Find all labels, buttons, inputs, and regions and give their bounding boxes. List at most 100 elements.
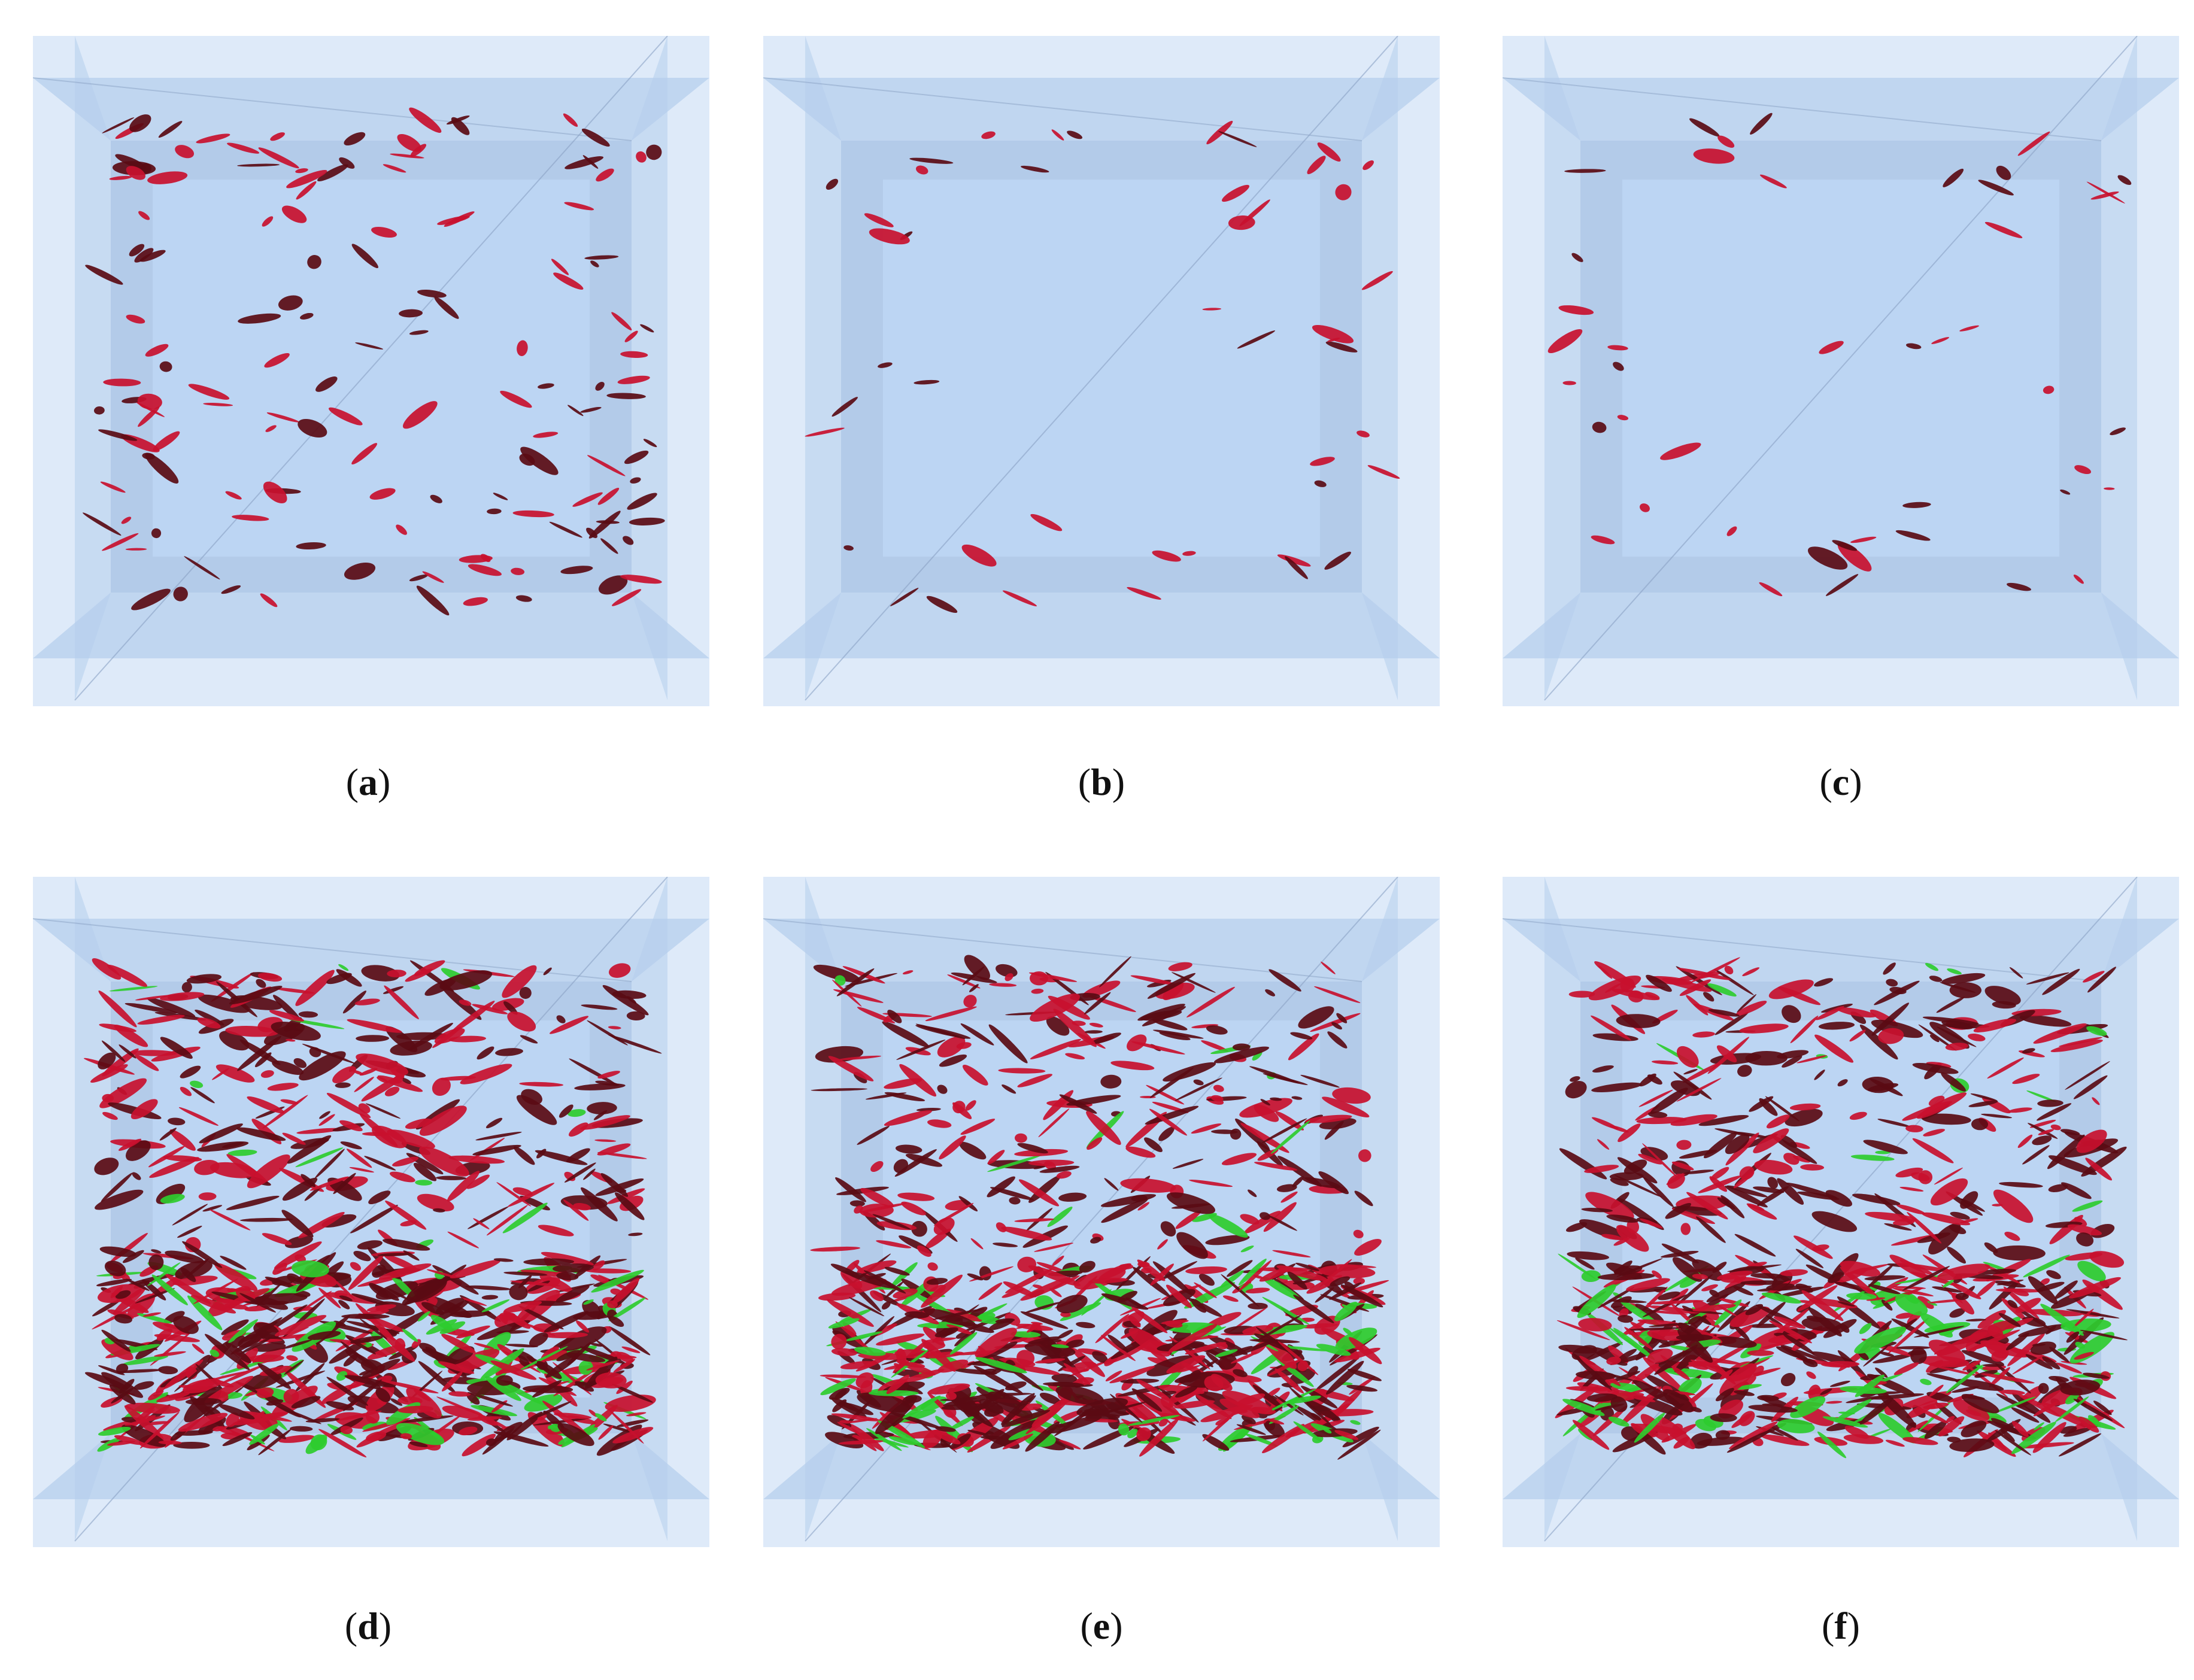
crack	[560, 566, 593, 575]
crack	[1932, 1286, 1962, 1293]
crack	[450, 1259, 501, 1278]
crack	[114, 1435, 144, 1445]
crack	[1928, 1339, 1965, 1363]
crack	[1594, 961, 1636, 988]
crack	[2019, 1014, 2072, 1027]
crack	[1565, 1386, 1610, 1392]
crack	[1737, 994, 1757, 1013]
crack	[366, 1431, 387, 1442]
crack	[582, 155, 599, 169]
crack	[175, 145, 195, 159]
crack	[1051, 1344, 1069, 1348]
crack	[1010, 1331, 1041, 1338]
crack	[326, 1093, 371, 1118]
crack	[2083, 1372, 2110, 1379]
crack	[2026, 972, 2069, 985]
crack	[1353, 1229, 1364, 1238]
crack	[1269, 1405, 1299, 1424]
crack	[433, 1208, 445, 1213]
crack	[2093, 1400, 2112, 1415]
crack	[1849, 1111, 1867, 1120]
crack	[346, 1149, 372, 1168]
crack	[148, 1390, 164, 1400]
crack	[1742, 967, 1760, 976]
crack	[462, 1433, 496, 1457]
crack	[500, 390, 532, 408]
crack	[978, 1282, 1003, 1301]
crack	[511, 567, 525, 575]
crack	[1947, 968, 1962, 975]
crack	[2055, 1396, 2089, 1423]
crack	[350, 1262, 362, 1271]
crack	[613, 1359, 635, 1373]
crack	[1920, 1378, 1932, 1386]
crack	[1018, 1179, 1060, 1207]
crack	[1226, 1260, 1253, 1277]
crack	[914, 379, 940, 385]
crack	[1912, 1062, 1959, 1074]
crack	[1034, 1242, 1074, 1252]
crack	[1666, 1172, 1686, 1185]
crack	[314, 1149, 345, 1178]
crack	[1717, 1197, 1735, 1210]
crack	[1716, 1045, 1737, 1063]
crack	[102, 117, 135, 133]
crack	[2040, 1278, 2050, 1286]
crack	[934, 1327, 958, 1338]
crack	[1324, 551, 1351, 570]
crack	[272, 1060, 304, 1076]
crack	[1638, 1153, 1662, 1165]
crack	[2072, 1200, 2103, 1212]
crack	[1189, 1180, 1233, 1187]
crack	[566, 1353, 606, 1363]
crack	[863, 1270, 906, 1294]
crack	[1353, 1277, 1365, 1285]
crack	[1202, 1434, 1230, 1451]
crack	[1750, 1273, 1785, 1279]
crack	[83, 512, 122, 536]
crack	[1735, 1384, 1762, 1390]
crack	[1930, 1178, 1968, 1206]
crack	[1607, 345, 1628, 351]
crack	[556, 1015, 566, 1023]
crack	[400, 1433, 412, 1439]
crack	[2092, 1097, 2100, 1105]
crack	[1100, 1074, 1122, 1089]
crack	[1794, 1235, 1833, 1259]
crack	[415, 1180, 433, 1186]
crack	[1157, 1239, 1168, 1250]
crack	[436, 1175, 466, 1180]
crack	[1168, 1323, 1218, 1353]
crack	[2061, 1182, 2092, 1199]
crack	[213, 1426, 225, 1432]
crack	[1127, 1415, 1180, 1426]
crack	[220, 1365, 264, 1384]
crack	[1268, 1391, 1290, 1412]
crack	[962, 1065, 988, 1086]
crack	[238, 313, 281, 324]
crack	[1591, 1015, 1631, 1041]
crack	[426, 1269, 456, 1278]
crack	[296, 181, 317, 200]
crack	[1005, 1268, 1052, 1293]
crack	[1642, 1294, 1687, 1317]
crack	[998, 1068, 1046, 1074]
crack	[125, 1415, 166, 1426]
crack	[1009, 1196, 1021, 1205]
crack	[1929, 1299, 1965, 1304]
crack	[1819, 341, 1844, 354]
crack	[249, 1423, 280, 1445]
crack	[502, 965, 537, 998]
crack	[1120, 1178, 1176, 1193]
crack	[2046, 1270, 2061, 1280]
crack	[493, 493, 508, 500]
crack	[1319, 1259, 1352, 1287]
crack	[137, 1014, 185, 1025]
crack	[1147, 973, 1196, 999]
crack	[587, 455, 626, 476]
crack	[122, 1424, 166, 1447]
crack	[1767, 1177, 1779, 1189]
crack	[1334, 1301, 1358, 1321]
crack	[1938, 1416, 1965, 1437]
crack	[275, 1315, 327, 1336]
